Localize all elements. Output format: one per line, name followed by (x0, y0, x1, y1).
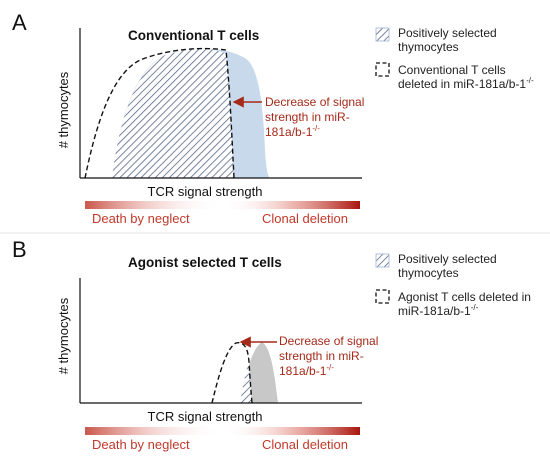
panel-b-legend-dashed-swatch (375, 289, 390, 304)
panel-a-fate-left: Death by neglect (92, 211, 190, 226)
panel-a-x-axis-label: TCR signal strength (148, 184, 263, 199)
panel-a-annotation-line1: Decrease of signal (265, 95, 364, 109)
panel-a-dashed-curve (84, 47, 235, 179)
panel-b-fate-right: Clonal deletion (262, 437, 348, 452)
panel-b-letter: B (12, 237, 27, 262)
panel-b-legend-hatched-line2: thymocytes (398, 266, 459, 280)
panel-a-letter: A (12, 10, 27, 35)
panel-b-legend-dashed-line2: miR-181a/b-1-/- (398, 303, 479, 318)
panel-b-legend-hatched-swatch (375, 253, 390, 268)
panel-b-fate-left: Death by neglect (92, 437, 190, 452)
panel-b-annotation-line1: Decrease of signal (279, 334, 378, 348)
panel-b-title: Agonist selected T cells (128, 255, 282, 270)
panel-a-fate-gradient-bar (85, 201, 360, 209)
panel-b-hatched-area (240, 362, 252, 403)
panel-b-fate-gradient-bar (85, 427, 360, 435)
panel-b-annotation-line3: 181a/b-1-/- (279, 363, 334, 378)
panel-b-x-axis-label: TCR signal strength (148, 409, 263, 424)
panel-a-legend-dashed-swatch (375, 62, 390, 77)
panel-b-annotation-line2: strength in miR- (279, 349, 364, 363)
panel-a-fate-right: Clonal deletion (262, 211, 348, 226)
panel-a-annotation-line2: strength in miR- (265, 110, 350, 124)
panel-b-legend-hatched-line1: Positively selected (398, 252, 497, 266)
panel-a-legend-dashed-line2: deleted in miR-181a/b-1-/- (398, 76, 534, 91)
panel-a-hatched-area (112, 48, 234, 179)
panel-a-legend-dashed-line1: Conventional T cells (398, 63, 506, 77)
panel-a-legend-hatched-line2: thymocytes (398, 40, 459, 54)
panel-b-y-axis-label: # thymocytes (56, 297, 71, 374)
panel-a-title: Conventional T cells (128, 28, 259, 43)
panel-a-legend-hatched-swatch (375, 27, 390, 42)
panel-a-annotation-line3: 181a/b-1-/- (265, 124, 320, 139)
panel-a: A Conventional T cells # thymocytes Decr… (12, 10, 534, 226)
panel-a-legend-hatched-line1: Positively selected (398, 26, 497, 40)
panel-a-y-axis-label: # thymocytes (56, 71, 71, 148)
panel-b-legend-dashed-line1: Agonist T cells deleted in (398, 290, 531, 304)
panel-b: B Agonist selected T cells # thymocytes … (12, 237, 531, 452)
